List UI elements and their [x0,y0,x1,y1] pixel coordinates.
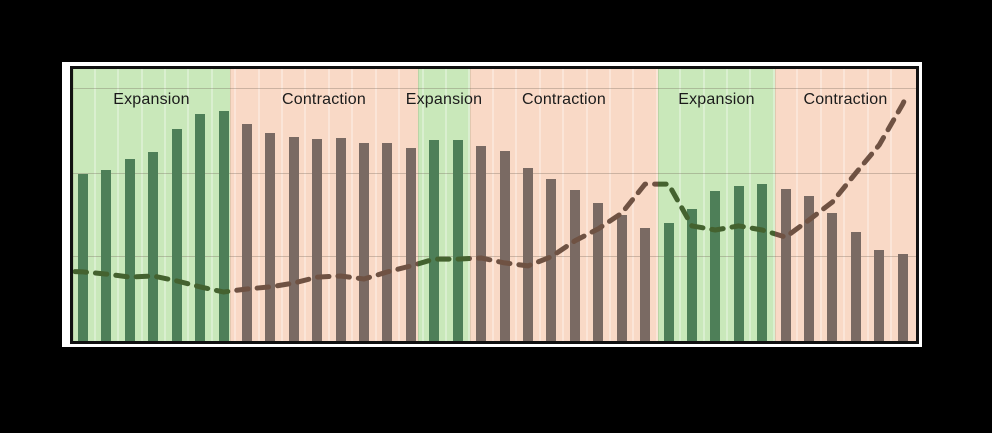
category-separator [562,69,565,341]
contraction-bar [897,253,908,341]
category-separator [163,69,166,341]
expansion-bar [452,140,463,341]
gridline [73,256,916,258]
category-separator [421,69,424,341]
trend-line-segment [658,181,775,237]
contraction-bar [382,142,393,341]
category-separator [819,69,822,341]
band-label-contraction: Contraction [521,91,607,108]
contraction-bar [874,249,885,341]
category-separator [726,69,729,341]
chart-slide: Expansion Contraction Expansion Contraction… [62,62,922,347]
category-separator [538,69,541,341]
band-label-expansion: Expansion [405,91,483,108]
category-separator [445,69,447,341]
expansion-bar [101,169,112,341]
category-separator [281,69,284,341]
contraction-bar [804,196,815,341]
expansion-bar [171,129,182,341]
trend-line-segment [469,181,659,269]
contraction-bar [359,142,370,341]
category-separator [374,69,377,341]
trend-line-segment [418,256,470,267]
expansion-bar [663,222,674,341]
chart-frame: Expansion Contraction Expansion Contraction… [70,66,919,344]
category-separator [117,69,120,341]
expansion-bar [757,184,768,341]
expansion-bar [78,174,88,341]
expansion-bar [429,140,440,341]
expansion-bar [124,159,135,341]
contraction-bar [522,168,533,341]
band-label-expansion: Expansion [678,91,755,108]
category-separator [257,69,260,341]
expansion-bar [148,151,159,341]
band-label-contraction: Contraction [803,91,888,108]
expansion-bar [733,185,744,341]
category-separator [491,69,494,341]
contraction-bar [405,147,416,341]
contraction-bar [640,228,651,341]
contraction-bar [312,138,323,341]
plot-area: Expansion Contraction Expansion Contraction… [73,69,916,341]
category-separator [772,69,775,341]
category-separator [327,69,330,341]
contraction-bar [499,150,510,341]
category-separator [749,69,752,341]
category-separator [843,69,846,341]
category-separator [655,69,658,341]
category-separator [515,69,518,341]
band-label-expansion: Expansion [113,91,190,108]
band-label-contraction: Contraction [281,91,367,108]
contraction-bar [780,188,791,341]
contraction-bar [827,212,838,341]
trend-line-segment [774,92,910,240]
trend-line-segment [73,269,230,295]
category-separator [702,69,705,341]
gridline [73,88,916,90]
contraction-bar [569,190,580,341]
contraction-bar [335,138,346,341]
category-separator [234,69,237,341]
category-separator [889,69,892,341]
expansion-bar [218,110,229,341]
category-separator [140,69,143,341]
expansion-bar [710,191,721,341]
contraction-bar [241,123,252,341]
expansion-bar [686,209,697,341]
category-separator [585,69,588,341]
gridline [73,172,916,174]
category-separator [866,69,869,341]
category-separator [398,69,401,341]
category-separator [93,69,96,341]
category-separator [210,69,213,341]
category-separator [304,69,307,341]
category-separator [187,69,190,341]
category-separator [608,69,611,341]
contraction-band [774,69,916,341]
contraction-bar [265,132,276,341]
category-separator [796,69,799,341]
category-separator [351,69,354,341]
contraction-bar [476,145,487,341]
category-separator [468,69,471,341]
category-separator [632,69,635,341]
contraction-bar [593,203,604,341]
category-separator [679,69,682,341]
contraction-bar [616,215,627,341]
contraction-bar [546,178,557,341]
contraction-bar [850,231,861,341]
contraction-bar [288,137,299,341]
trend-line-segment [229,261,419,294]
expansion-bar [195,113,206,341]
